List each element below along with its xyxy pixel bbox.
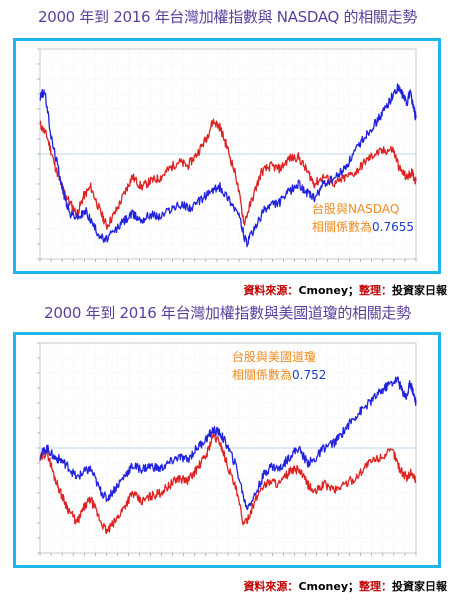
- chart-1-title: 2000 年到 2016 年台灣加權指數與 NASDAQ 的相關走勢: [37, 8, 418, 26]
- chart-1-source: 資料來源：Cmoney；整理：投資家日報: [243, 282, 447, 298]
- chart-2-plot: [37, 342, 417, 556]
- source-label: 資料來源：: [243, 284, 299, 297]
- chart-2-callout-title: 台股與美國道瓊: [232, 350, 317, 364]
- organizer-label: 整理：: [359, 284, 392, 297]
- chart-2-correlation-value: 0.752: [292, 368, 327, 382]
- source-provider: Cmoney；: [298, 284, 359, 297]
- chart-2-callout: 台股與美國道瓊 相關係數為0.752: [232, 348, 326, 384]
- series-line: [39, 118, 417, 230]
- series-line: [39, 431, 417, 535]
- chart-1-correlation-label: 相關係數為: [312, 220, 373, 234]
- chart-2-frame: [13, 332, 441, 568]
- source-organizer: 投資家日報: [392, 580, 447, 593]
- chart-1-callout-title: 台股與NASDAQ: [312, 202, 400, 216]
- source-provider: Cmoney；: [298, 580, 359, 593]
- source-label: 資料來源：: [243, 580, 299, 593]
- source-organizer: 投資家日報: [392, 284, 447, 297]
- chart-1-plot: [37, 48, 417, 262]
- chart-2-source: 資料來源：Cmoney；整理：投資家日報: [243, 578, 447, 594]
- series-line: [39, 376, 417, 511]
- chart-2-title: 2000 年到 2016 年台灣加權指數與美國道瓊的相關走勢: [44, 304, 411, 322]
- chart-1-callout: 台股與NASDAQ 相關係數為0.7655: [312, 200, 414, 236]
- organizer-label: 整理：: [359, 580, 392, 593]
- chart-1-frame: [13, 38, 441, 274]
- chart-1-correlation-value: 0.7655: [372, 220, 415, 234]
- series-line: [39, 83, 417, 248]
- chart-2-correlation-label: 相關係數為: [232, 368, 293, 382]
